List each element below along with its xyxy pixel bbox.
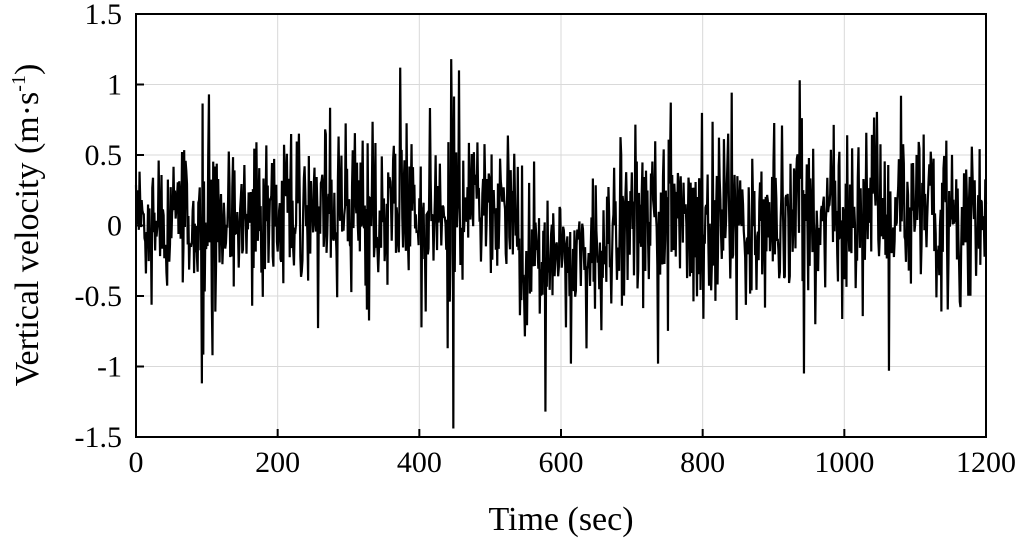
tick-marks — [135, 13, 987, 438]
y-tick-label: 0 — [107, 210, 122, 243]
vertical-velocity-series-line — [134, 59, 988, 429]
x-axis-title: Time (sec) — [488, 501, 633, 538]
y-tick-label: 1.5 — [85, 0, 123, 31]
x-tick-label: 1200 — [956, 446, 1016, 479]
y-tick-label: 1 — [107, 69, 122, 102]
y-tick-label: -0.5 — [75, 280, 123, 313]
x-tick-labels: 0 200 400 600 800 1000 1200 — [129, 446, 1017, 479]
x-tick-label: 0 — [129, 446, 144, 479]
y-tick-label: -1 — [97, 351, 122, 384]
x-tick-label: 400 — [397, 446, 442, 479]
series-layer — [134, 59, 988, 429]
y-axis-title: Vertical velocity (m·s-1) — [8, 64, 46, 387]
y-tick-labels: 1.5 1 0.5 0 -0.5 -1 -1.5 — [75, 0, 123, 454]
y-axis-title-main: Vertical velocity (m·s — [9, 92, 46, 387]
y-axis-title-superscript: -1 — [8, 75, 30, 92]
y-axis-title-close: ) — [9, 64, 46, 75]
y-tick-label: 0.5 — [85, 139, 123, 172]
y-tick-label: -1.5 — [75, 421, 123, 454]
x-tick-label: 800 — [680, 446, 725, 479]
x-tick-label: 200 — [255, 446, 300, 479]
x-tick-label: 1000 — [814, 446, 874, 479]
x-tick-label: 600 — [539, 446, 584, 479]
